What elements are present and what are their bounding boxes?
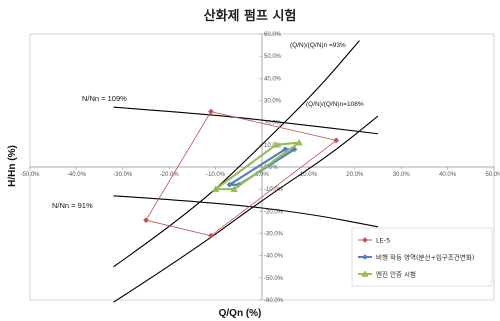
- x-tick-label: 20.0%: [346, 172, 364, 178]
- y-axis-title: H/Hn (%): [7, 145, 18, 187]
- data-point: [208, 108, 214, 115]
- legend-swatch-marker: [362, 237, 368, 243]
- x-tick-label: 40.0%: [439, 172, 457, 178]
- series-engine-cert: [211, 138, 303, 192]
- label-n-91: N/Nn = 91%: [52, 201, 93, 210]
- data-point: [295, 138, 303, 146]
- curve-n-91: [113, 195, 379, 228]
- y-tick-label: -40.0%: [264, 254, 284, 260]
- legend-item-engine-cert: 엔진 인증 시험: [358, 270, 416, 279]
- x-tick-label: 50.0%: [485, 172, 500, 178]
- x-tick-label: 0.0%: [255, 172, 269, 178]
- y-tick-label: -20.0%: [264, 209, 284, 215]
- x-tick-label: -40.0%: [67, 172, 87, 178]
- legend-swatch-marker: [362, 254, 368, 260]
- legend-box: [351, 227, 493, 287]
- series-group: [143, 108, 340, 239]
- curve-qn-108: [113, 115, 379, 303]
- legend-label: 엔진 인증 시험: [376, 270, 416, 279]
- y-tick-label: -10.0%: [264, 187, 284, 193]
- data-point: [208, 232, 214, 239]
- y-tick-label: -30.0%: [264, 232, 284, 238]
- x-tick-label: -50.0%: [20, 172, 40, 178]
- legend-item-le5: LE-5: [358, 237, 390, 245]
- data-point: [143, 217, 149, 224]
- data-point: [226, 181, 233, 188]
- curve-n-109: [113, 106, 379, 135]
- y-tick-label: 60.0%: [264, 32, 282, 38]
- x-tick-label: 10.0%: [300, 172, 318, 178]
- legend-label: 비행 작동 영역(분산+입구조건변화): [376, 253, 474, 262]
- label-qn-93: (Q/N)/(Q/N)n =93%: [290, 42, 346, 49]
- chart-title: 산화제 펌프 시험: [204, 8, 297, 24]
- reference-curves: [113, 40, 379, 303]
- series-le5: [143, 108, 340, 239]
- y-tick-label: -50.0%: [264, 276, 284, 282]
- y-tick-label: 50.0%: [264, 54, 282, 60]
- x-tick-label: -10.0%: [206, 172, 226, 178]
- data-point: [333, 137, 340, 144]
- axes: -50.0% -40.0% -30.0% -20.0% -10.0% 0.0% 10.0% 2…: [20, 32, 500, 304]
- x-axis-title: Q/Qn (%): [219, 308, 262, 319]
- x-tick-label: -20.0%: [160, 172, 180, 178]
- curve-annotations: N/Nn = 109% N/Nn = 91% (Q/N)/(Q/N)n =93% (Q…: [52, 42, 364, 210]
- y-tick-label: -60.0%: [264, 298, 284, 304]
- legend-item-flight-envelope: 비행 작동 영역(분산+입구조건변화): [358, 253, 474, 262]
- legend-label: LE-5: [376, 237, 390, 245]
- data-point: [230, 185, 238, 192]
- label-qn-108: (Q/N)/(Q/N)n=108%: [306, 101, 364, 108]
- y-tick-label: 40.0%: [264, 76, 282, 82]
- data-point: [211, 185, 220, 192]
- curve-qn-93: [113, 40, 360, 268]
- legend: LE-5 비행 작동 영역(분산+입구조건변화) 엔진 인증 시험: [351, 227, 493, 287]
- y-tick-label: 30.0%: [264, 99, 282, 105]
- x-tick-label: -30.0%: [113, 172, 133, 178]
- y-tick-label: 20.0%: [264, 121, 282, 127]
- label-n-109: N/Nn = 109%: [82, 94, 127, 103]
- data-point: [272, 141, 280, 148]
- legend-swatch-marker: [361, 270, 369, 277]
- x-tick-label: 30.0%: [393, 172, 411, 178]
- y-tick-label: 0.0%: [264, 165, 278, 171]
